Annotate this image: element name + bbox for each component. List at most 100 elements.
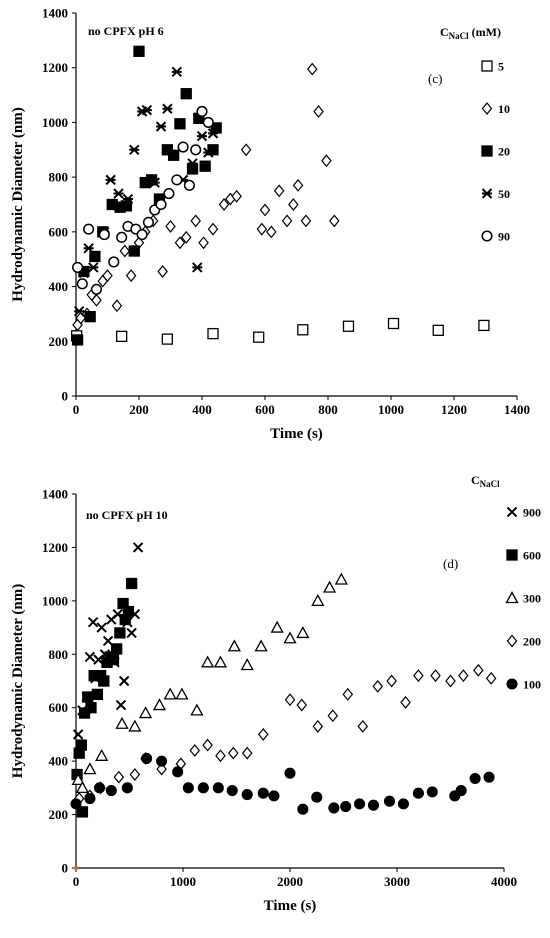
data-point — [163, 687, 177, 700]
data-point — [175, 687, 189, 700]
data-point — [241, 746, 253, 760]
data-point — [128, 719, 142, 732]
data-point — [93, 782, 106, 794]
data-point — [196, 130, 208, 142]
data-point — [190, 214, 201, 228]
data-point — [257, 727, 269, 741]
data-point — [284, 693, 296, 707]
data-point — [85, 702, 97, 714]
data-point — [354, 798, 366, 810]
data-point — [259, 203, 271, 217]
data-point — [257, 787, 269, 799]
data-point — [202, 738, 213, 752]
data-point — [228, 746, 239, 760]
data-point — [334, 572, 348, 585]
data-point — [469, 772, 481, 785]
y-tick-label: 800 — [49, 647, 69, 662]
data-point — [473, 663, 484, 677]
data-point — [478, 319, 490, 332]
data-point — [73, 305, 85, 317]
data-point — [177, 141, 189, 153]
y-tick-label: 1000 — [42, 115, 68, 130]
data-point — [174, 236, 186, 250]
data-point — [432, 324, 444, 336]
x-tick-label: 200 — [129, 402, 149, 417]
y-tick-label: 400 — [49, 754, 69, 769]
data-point — [458, 669, 469, 683]
legend-marker — [481, 102, 493, 115]
data-point — [126, 627, 137, 639]
data-point — [329, 214, 340, 228]
y-tick-label: 800 — [49, 170, 69, 185]
data-point — [76, 278, 88, 290]
data-point — [397, 798, 409, 810]
data-point — [413, 669, 424, 683]
legend-entry: 900 — [523, 506, 541, 520]
x-tick-label: 1400 — [504, 402, 530, 417]
data-point — [241, 788, 253, 801]
legend-entry: 200 — [523, 635, 541, 649]
data-point — [207, 144, 219, 156]
legend-entry: 50 — [498, 187, 510, 201]
data-point — [485, 671, 497, 685]
data-point — [253, 331, 265, 343]
data-point — [83, 243, 94, 254]
data-point — [182, 782, 194, 794]
y-tick-label: 200 — [49, 807, 69, 822]
x-tick-label: 1200 — [441, 402, 467, 417]
data-point — [455, 784, 467, 797]
panel-label: (d) — [443, 556, 458, 571]
data-point — [357, 719, 369, 733]
data-point — [98, 675, 110, 687]
data-point — [152, 698, 167, 711]
data-point — [136, 229, 148, 241]
data-point — [98, 229, 110, 241]
legend-entry: 90 — [498, 230, 510, 244]
legend-title: CNaCl — [471, 473, 500, 489]
data-point — [189, 744, 201, 757]
data-point — [342, 687, 354, 701]
data-point — [186, 163, 199, 175]
data-point — [72, 729, 84, 740]
data-point — [207, 222, 219, 236]
y-tick-label: 200 — [49, 334, 69, 349]
data-point — [84, 311, 96, 323]
data-point — [83, 223, 95, 235]
data-point — [342, 320, 355, 332]
data-point — [180, 88, 192, 100]
data-point — [190, 703, 204, 716]
data-point — [162, 103, 173, 114]
data-point — [128, 245, 140, 257]
data-point — [133, 45, 145, 57]
data-point — [161, 333, 174, 345]
data-point — [313, 105, 324, 118]
y-tick-label: 1400 — [42, 6, 68, 21]
panel-label: (c) — [428, 71, 442, 86]
origin-dot — [73, 865, 79, 871]
x-tick-label: 4000 — [491, 874, 517, 889]
y-tick-label: 1200 — [42, 60, 68, 75]
data-point — [84, 792, 96, 805]
data-point — [207, 128, 219, 139]
data-point — [340, 801, 352, 813]
data-point — [213, 655, 228, 668]
data-point — [107, 653, 120, 666]
data-point — [312, 719, 324, 733]
data-point — [118, 675, 130, 687]
data-point — [288, 198, 299, 211]
data-point — [180, 230, 192, 244]
data-point — [292, 178, 304, 192]
data-point — [296, 698, 308, 712]
data-point — [149, 177, 160, 188]
data-point — [70, 798, 82, 810]
data-point — [231, 189, 242, 203]
data-point — [115, 699, 127, 711]
data-point — [83, 762, 97, 775]
data-point — [202, 116, 214, 128]
legend-marker — [481, 60, 493, 72]
data-point — [296, 626, 310, 639]
x-tick-label: 1000 — [170, 874, 196, 889]
data-point — [311, 791, 323, 803]
data-point — [227, 639, 241, 652]
